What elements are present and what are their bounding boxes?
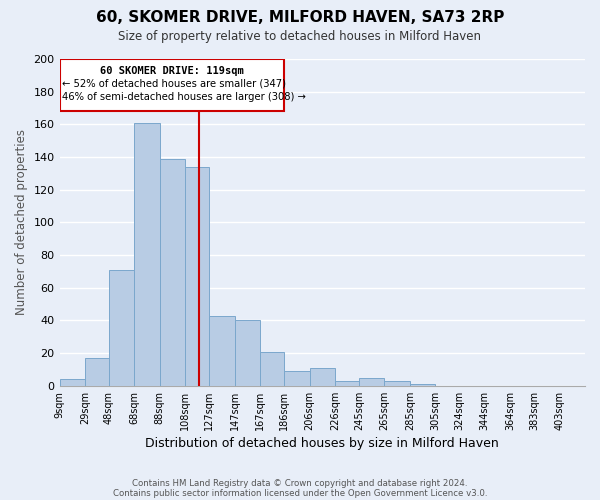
Bar <box>385 381 410 386</box>
Bar <box>359 378 385 386</box>
Bar <box>109 270 134 386</box>
Text: 46% of semi-detached houses are larger (308) →: 46% of semi-detached houses are larger (… <box>62 92 306 102</box>
Bar <box>59 380 85 386</box>
Bar <box>235 320 260 386</box>
Bar <box>310 368 335 386</box>
Bar <box>134 122 160 386</box>
Text: Contains HM Land Registry data © Crown copyright and database right 2024.: Contains HM Land Registry data © Crown c… <box>132 478 468 488</box>
Bar <box>410 384 435 386</box>
Bar <box>85 358 109 386</box>
Text: Contains public sector information licensed under the Open Government Licence v3: Contains public sector information licen… <box>113 488 487 498</box>
Bar <box>260 352 284 386</box>
Text: ← 52% of detached houses are smaller (347): ← 52% of detached houses are smaller (34… <box>62 78 286 88</box>
Text: 60, SKOMER DRIVE, MILFORD HAVEN, SA73 2RP: 60, SKOMER DRIVE, MILFORD HAVEN, SA73 2R… <box>96 10 504 25</box>
Bar <box>160 158 185 386</box>
Text: Size of property relative to detached houses in Milford Haven: Size of property relative to detached ho… <box>119 30 482 43</box>
Bar <box>209 316 235 386</box>
Bar <box>185 167 209 386</box>
Bar <box>59 59 284 112</box>
Y-axis label: Number of detached properties: Number of detached properties <box>15 130 28 316</box>
X-axis label: Distribution of detached houses by size in Milford Haven: Distribution of detached houses by size … <box>145 437 499 450</box>
Bar <box>284 371 310 386</box>
Text: 60 SKOMER DRIVE: 119sqm: 60 SKOMER DRIVE: 119sqm <box>100 66 244 76</box>
Bar <box>335 381 359 386</box>
